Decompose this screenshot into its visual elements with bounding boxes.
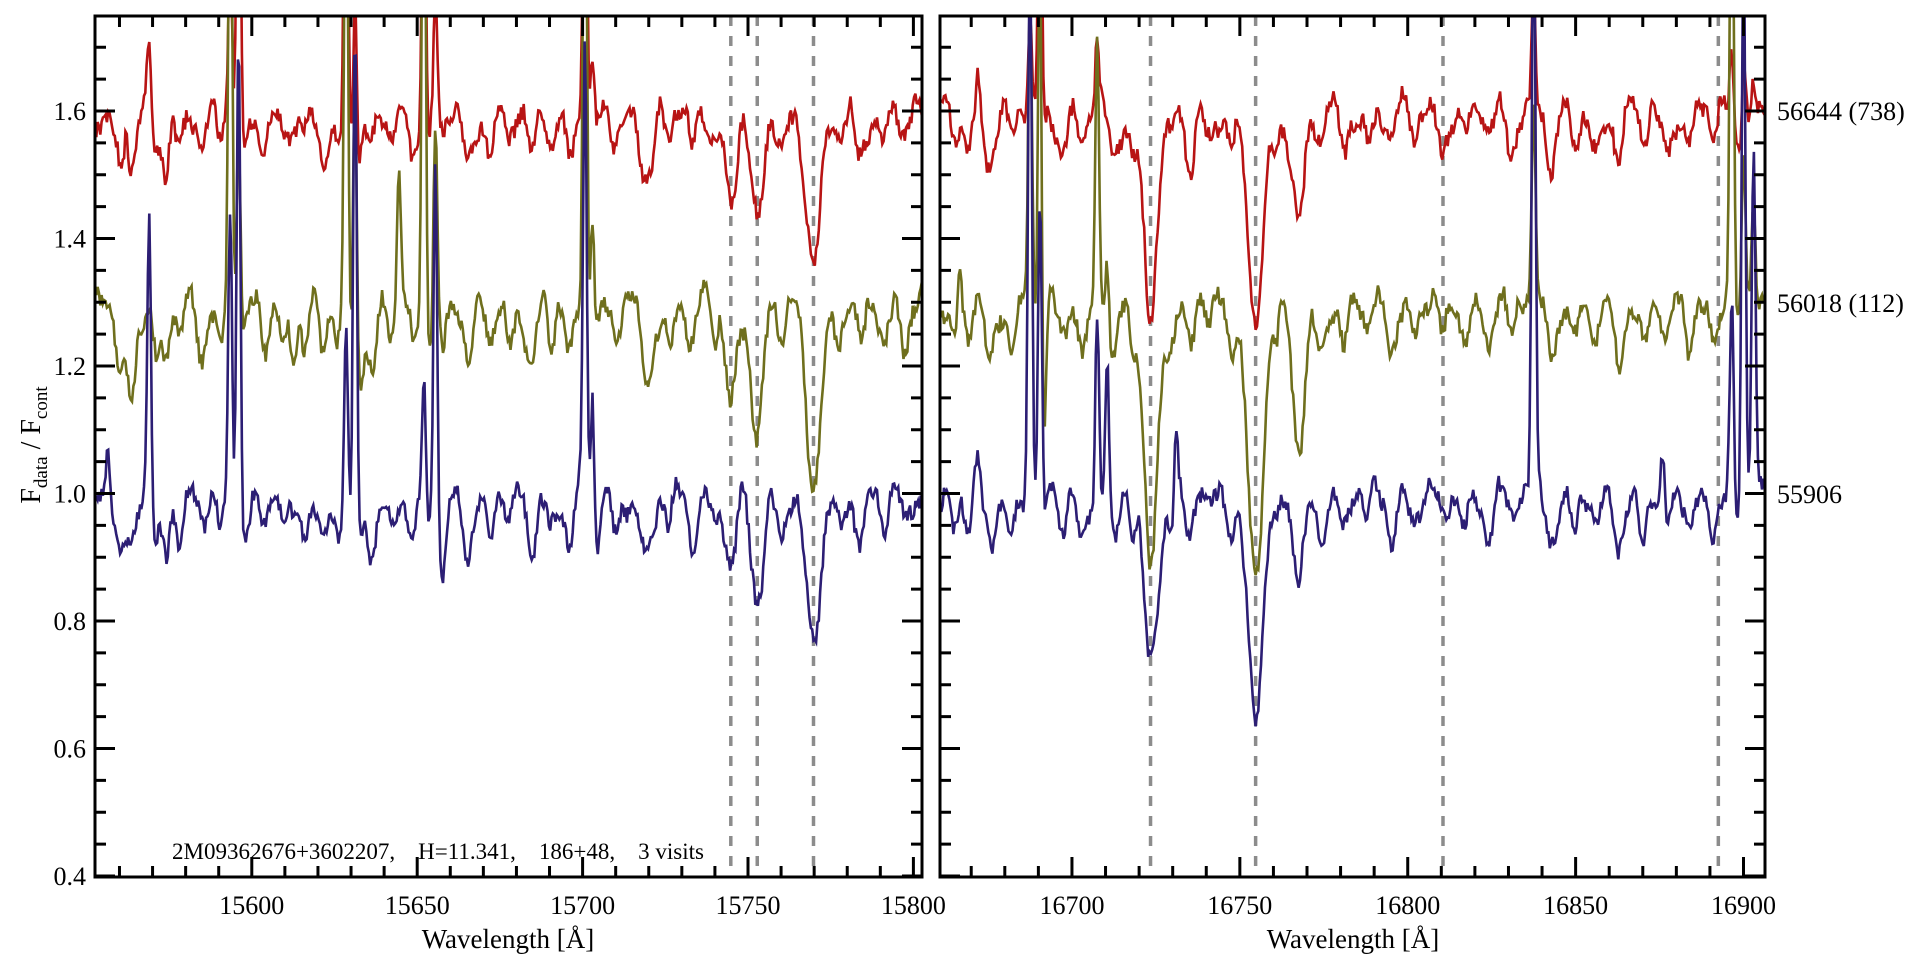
y-tick-label-0.4: 0.4: [54, 862, 87, 891]
x-tick-label-15700: 15700: [550, 891, 615, 920]
x-tick-labels: 15600 15650 15700 15750 15800: [219, 891, 946, 920]
spectrum-visit-55906-right: [940, 16, 1765, 727]
spectrum-visit-55906-left: [95, 41, 922, 647]
y-tick-label-1.6: 1.6: [54, 97, 87, 126]
series-label-visit-56018: 56018 (112): [1777, 289, 1904, 318]
x-tick-labels: 16700 16750 16800 16850 16900: [1040, 891, 1777, 920]
spectrum-visit-56644-right: [940, 16, 1765, 331]
y-tick-label-1.0: 1.0: [54, 480, 87, 509]
x-tick-label-16850: 16850: [1543, 891, 1608, 920]
x-axis-title-left: Wavelength [Å]: [422, 924, 595, 954]
target-annotation: 2M09362676+3602207, H=11.341, 186+48, 3 …: [172, 839, 704, 864]
x-tick-label-16750: 16750: [1207, 891, 1272, 920]
spectrum-visit-56644-left: [95, 16, 922, 267]
x-tick-label-16900: 16900: [1711, 891, 1776, 920]
panel-right: 16700 16750 16800 16850 16900: [938, 14, 1777, 920]
spectrum-visit-56018-left: [95, 16, 922, 494]
y-tick-label-1.4: 1.4: [54, 225, 87, 254]
x-tick-label-15600: 15600: [219, 891, 284, 920]
x-tick-label-16700: 16700: [1040, 891, 1105, 920]
y-tick-labels: 0.4 0.6 0.8 1.0 1.2 1.4 1.6: [54, 97, 87, 891]
y-tick-label-0.6: 0.6: [54, 735, 87, 764]
dashed-reference-lines: [729, 16, 816, 877]
series-label-visit-55906: 55906: [1777, 480, 1842, 509]
x-tick-label-15750: 15750: [716, 891, 781, 920]
axes-frame: [93, 14, 924, 879]
x-tick-label-16800: 16800: [1375, 891, 1440, 920]
y-axis-title: Fdata / Fcont: [16, 386, 52, 504]
axes-frame: [938, 14, 1767, 879]
x-axis-title-right: Wavelength [Å]: [1267, 924, 1440, 954]
series-label-visit-56644: 56644 (738): [1777, 97, 1905, 126]
x-tick-label-15650: 15650: [385, 891, 450, 920]
spectrum-visit-56018-right: [940, 16, 1765, 576]
panel-left: 15600 15650 15700 15750 15800 0.4 0.6 0.8 1.0 1.2…: [54, 14, 946, 920]
dashed-reference-lines: [1148, 16, 1721, 877]
generated-plot-content: 15600 15650 15700 15750 15800 0.4 0.6 0.8 1.0 1.2…: [54, 14, 1777, 920]
y-tick-label-0.8: 0.8: [54, 607, 87, 636]
x-tick-label-15800: 15800: [881, 891, 946, 920]
y-tick-label-1.2: 1.2: [54, 352, 87, 381]
